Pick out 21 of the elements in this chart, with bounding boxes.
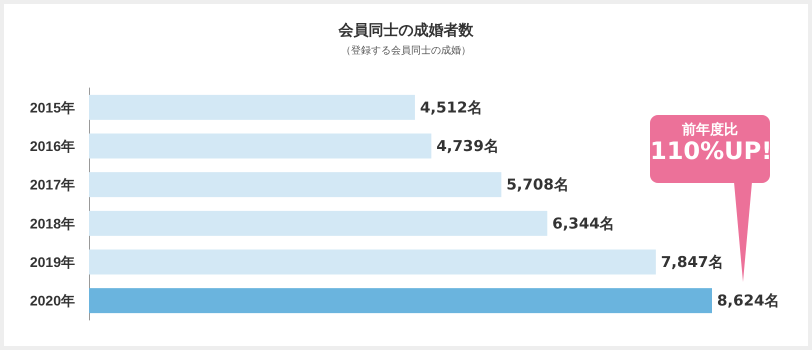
bar [89, 172, 502, 198]
data-label: 4,739名 [436, 137, 499, 155]
bar [89, 94, 415, 120]
data-label: 7,847名 [660, 253, 724, 271]
data-label: 6,344名 [552, 214, 615, 232]
bar [89, 250, 656, 274]
y-tick-label: 2017年 [30, 176, 75, 193]
bar [89, 210, 548, 236]
annotation: 前年度比 110%UP! [650, 122, 772, 166]
data-label: 4,512名 [420, 98, 482, 116]
y-tick-label: 2018年 [30, 215, 75, 232]
chart-subtitle: （登録する会員同士の成婚） [341, 44, 471, 56]
chart-title: 会員同士の成婚者数 [338, 22, 474, 39]
data-label: 8,624名 [717, 292, 780, 310]
y-tick-label: 2020年 [30, 292, 75, 309]
y-tick-label: 2019年 [30, 254, 75, 270]
data-label: 5,708名 [506, 176, 569, 194]
bar [89, 288, 712, 314]
y-tick-label: 2016年 [30, 138, 75, 154]
y-tick-label: 2015年 [30, 99, 75, 116]
bar [89, 134, 432, 158]
